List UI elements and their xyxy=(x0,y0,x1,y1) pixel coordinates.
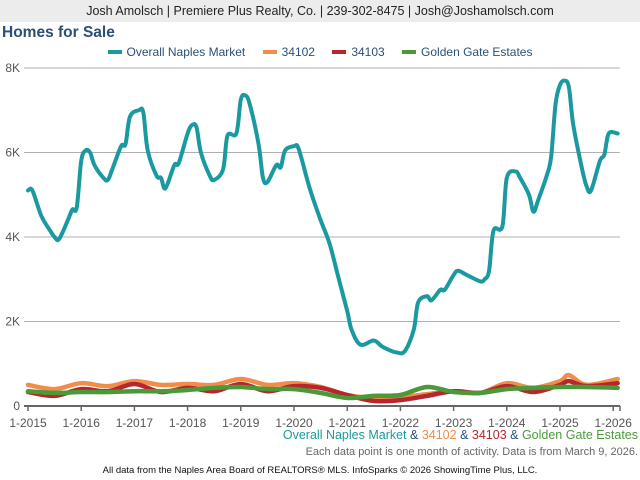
legend-item-overall[interactable]: Overall Naples Market xyxy=(107,45,245,59)
series-caption: Overall Naples Market & 34102 & 34103 & … xyxy=(282,428,638,442)
source-note: All data from the Naples Area Board of R… xyxy=(102,465,538,476)
x-tick-label: 1-2020 xyxy=(275,416,313,430)
legend-item-34102[interactable]: 34102 xyxy=(262,45,315,59)
y-tick-label: 6K xyxy=(5,146,20,160)
legend-item-34103[interactable]: 34103 xyxy=(332,45,385,59)
legend-swatch xyxy=(262,49,277,54)
x-tick-label: 1-2023 xyxy=(435,416,473,430)
x-tick-label: 1-2026 xyxy=(595,416,633,430)
legend-swatch xyxy=(107,49,122,54)
series-line-overall-naples-market xyxy=(26,78,620,356)
series-line-golden-gate-estates xyxy=(25,384,620,401)
legend-item-golden-gate[interactable]: Golden Gate Estates xyxy=(402,45,532,59)
x-tick-label: 1-2021 xyxy=(329,416,367,430)
y-tick-label: 2K xyxy=(5,315,20,329)
chart-title: Homes for Sale xyxy=(2,24,115,41)
y-tick-label: 4K xyxy=(5,230,20,244)
x-tick-label: 1-2022 xyxy=(382,416,420,430)
legend: Overall Naples Market 34102 34103 Golden… xyxy=(0,45,640,59)
x-tick-label: 1-2016 xyxy=(63,416,101,430)
legend-swatch xyxy=(402,49,417,54)
y-tick-label: 8K xyxy=(5,61,20,75)
x-tick-label: 1-2015 xyxy=(9,416,47,430)
contact-header: Josh Amolsch | Premiere Plus Realty, Co.… xyxy=(0,0,640,22)
x-tick-label: 1-2025 xyxy=(541,416,579,430)
y-tick-label: 0 xyxy=(13,399,20,413)
x-tick-label: 1-2024 xyxy=(488,416,526,430)
legend-swatch xyxy=(332,49,347,54)
x-tick-label: 1-2018 xyxy=(169,416,207,430)
x-tick-label: 1-2017 xyxy=(116,416,154,430)
series-line-34103 xyxy=(25,378,620,404)
x-tick-label: 1-2019 xyxy=(222,416,260,430)
data-note: Each data point is one month of activity… xyxy=(305,446,638,458)
